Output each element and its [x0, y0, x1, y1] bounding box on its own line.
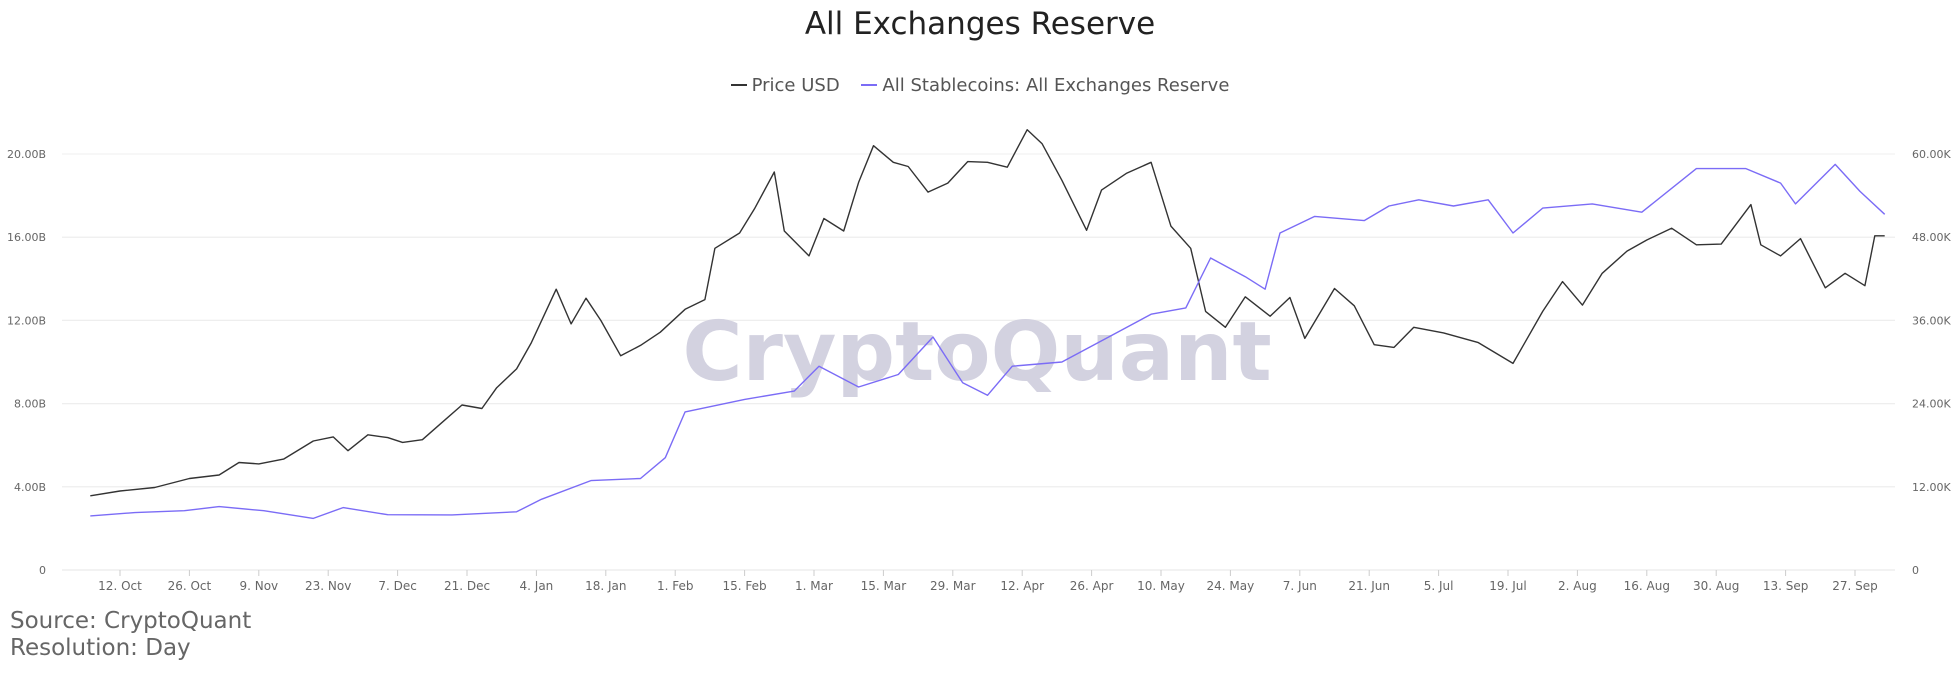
- y-axis-right: 0 12.00K 24.00K 36.00K 48.00K 60.00K: [1912, 148, 1951, 577]
- y-left-tick-label: 0: [39, 564, 46, 577]
- legend-label-price: Price USD: [751, 74, 840, 96]
- x-tick-label: 12. Apr: [1000, 579, 1044, 593]
- x-tick-label: 26. Oct: [168, 579, 212, 593]
- x-tick-label: 7. Jun: [1283, 579, 1317, 593]
- x-tick-label: 18. Jan: [585, 579, 626, 593]
- y-axis-left: 0 4.00B 8.00B 12.00B 16.00B 20.00B: [7, 148, 46, 577]
- x-tick-label: 21. Dec: [444, 579, 490, 593]
- x-tick-label: 13. Sep: [1763, 579, 1809, 593]
- legend-item-price[interactable]: Price USD: [730, 74, 840, 96]
- legend-swatch-price: [730, 84, 747, 86]
- x-tick-label: 30. Aug: [1693, 579, 1739, 593]
- y-right-tick-label: 24.00K: [1912, 398, 1951, 411]
- x-tick-label: 1. Mar: [795, 579, 833, 593]
- y-right-tick-label: 36.00K: [1912, 314, 1951, 327]
- x-tick-label: 7. Dec: [378, 579, 416, 593]
- x-tick-label: 29. Mar: [930, 579, 976, 593]
- x-tick-label: 5. Jul: [1424, 579, 1454, 593]
- series-line-stablecoins-reserve: [90, 163, 1886, 520]
- source-text: Source: CryptoQuant: [10, 608, 252, 634]
- watermark-text: CryptoQuant: [682, 305, 1271, 400]
- x-tick-label: 19. Jul: [1489, 579, 1526, 593]
- x-tick-label: 2. Aug: [1558, 579, 1597, 593]
- x-tick-label: 24. May: [1207, 579, 1255, 593]
- chart-title: All Exchanges Reserve: [804, 6, 1156, 42]
- series-line-price-usd: [90, 128, 1885, 497]
- x-axis: 12. Oct 26. Oct 9. Nov 23. Nov 7. Dec 21. Dec…: [98, 570, 1878, 593]
- x-tick-label: 27. Sep: [1832, 579, 1878, 593]
- legend-item-stablecoins[interactable]: All Stablecoins: All Exchanges Reserve: [861, 75, 1229, 96]
- x-tick-label: 9. Nov: [239, 579, 278, 593]
- x-tick-label: 15. Mar: [861, 579, 907, 593]
- y-left-tick-label: 8.00B: [14, 398, 46, 411]
- footer: Source: CryptoQuant Resolution: Day: [10, 608, 251, 662]
- series-lines: [90, 128, 1886, 520]
- x-tick-label: 21. Jun: [1348, 579, 1390, 593]
- x-tick-label: 12. Oct: [98, 579, 142, 593]
- chart-legend: Price USD All Stablecoins: All Exchanges…: [0, 70, 1960, 96]
- x-tick-label: 23. Nov: [305, 579, 351, 593]
- x-tick-label: 15. Feb: [723, 579, 767, 593]
- x-tick-label: 26. Apr: [1070, 579, 1114, 593]
- x-tick-label: 4. Jan: [520, 579, 554, 593]
- legend-label-stablecoins: All Stablecoins: All Exchanges Reserve: [882, 74, 1230, 96]
- y-left-tick-label: 16.00B: [7, 231, 46, 244]
- resolution-text: Resolution: Day: [10, 635, 191, 661]
- legend-swatch-stablecoins: [861, 84, 878, 86]
- y-right-tick-label: 12.00K: [1912, 481, 1951, 494]
- y-right-tick-label: 48.00K: [1912, 231, 1951, 244]
- grid-lines: [62, 153, 1895, 571]
- y-left-tick-label: 12.00B: [7, 314, 46, 327]
- y-left-tick-label: 20.00B: [7, 148, 46, 161]
- y-right-tick-label: 60.00K: [1912, 148, 1951, 161]
- y-left-tick-label: 4.00B: [14, 481, 46, 494]
- x-tick-label: 10. May: [1137, 579, 1185, 593]
- x-tick-label: 1. Feb: [657, 579, 694, 593]
- x-tick-label: 16. Aug: [1624, 579, 1670, 593]
- y-right-tick-label: 0: [1912, 564, 1919, 577]
